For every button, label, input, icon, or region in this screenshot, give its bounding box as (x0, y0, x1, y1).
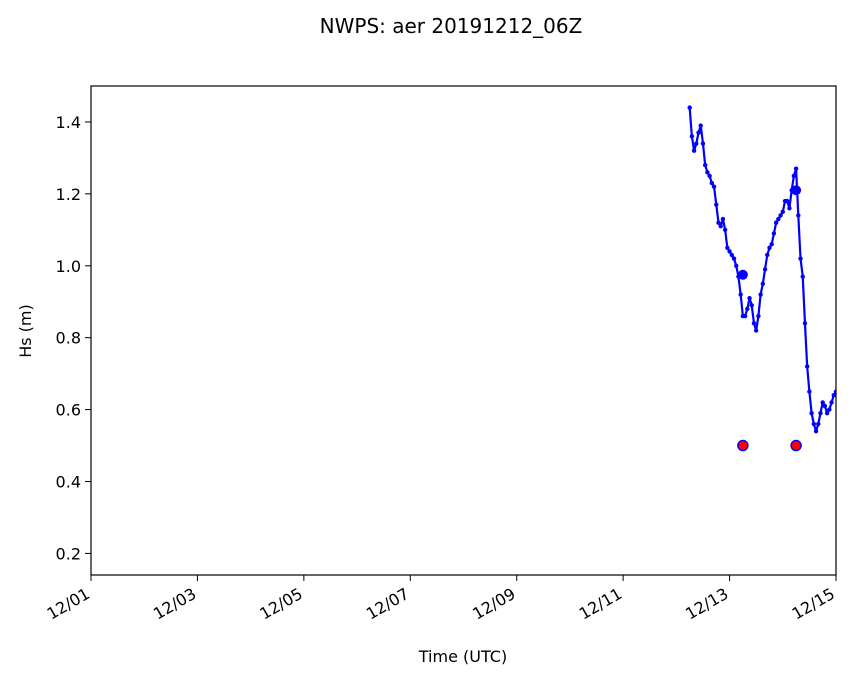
plot-frame (90, 85, 837, 576)
data-point (804, 364, 810, 369)
series-line (688, 107, 836, 433)
x-tick-label: 12/03 (150, 584, 199, 624)
data-point (753, 328, 759, 333)
data-point (822, 403, 828, 409)
data-point (802, 321, 808, 326)
data-point (711, 184, 717, 189)
data-point (720, 216, 726, 222)
data-point (689, 134, 695, 139)
x-tick-label: 12/07 (363, 584, 412, 624)
highlight-point (791, 185, 802, 196)
data-point (813, 428, 819, 434)
data-point (698, 123, 703, 128)
chart-title: NWPS: aer 20191212_06Z (320, 14, 583, 38)
data-point (694, 141, 699, 146)
data-point (796, 213, 801, 218)
x-tick-label: 12/01 (44, 584, 93, 624)
data-point (811, 421, 817, 427)
data-point (709, 180, 715, 186)
data-point (780, 209, 785, 215)
data-point (816, 421, 821, 427)
data-point (731, 256, 737, 261)
data-point (778, 213, 783, 218)
data-point (818, 410, 823, 416)
data-point (718, 224, 723, 229)
data-point (820, 400, 825, 405)
data-point (729, 252, 734, 258)
data-point (831, 393, 836, 398)
data-point (798, 256, 803, 261)
y-tick-label: 0.4 (56, 473, 81, 492)
data-point (769, 242, 774, 247)
data-point (696, 130, 701, 135)
series-layer (687, 105, 836, 452)
y-tick-label: 1.0 (56, 257, 81, 276)
data-point (793, 166, 799, 171)
x-tick-label: 12/13 (682, 584, 731, 624)
x-axis-label: Time (UTC) (418, 647, 507, 666)
data-point (687, 105, 692, 110)
scatter-point (737, 439, 749, 452)
data-point (727, 249, 732, 254)
data-point (714, 202, 719, 207)
data-point (765, 252, 770, 258)
data-point (776, 216, 781, 222)
data-point (747, 295, 752, 301)
data-point (751, 321, 757, 326)
data-point (742, 313, 748, 319)
data-point (707, 173, 712, 179)
x-tick-label: 12/05 (256, 584, 305, 624)
data-point (800, 274, 805, 279)
y-axis-label: Hs (m) (16, 304, 35, 358)
data-point (773, 220, 779, 225)
data-point (716, 220, 721, 225)
x-axis: 12/01 12/03 12/05 12/07 12/09 12/11 12/13 12/15 (44, 575, 838, 624)
data-point (734, 263, 739, 268)
data-point (745, 306, 750, 312)
data-point (738, 292, 743, 297)
data-point (760, 281, 766, 286)
x-tick-label: 12/09 (469, 584, 518, 624)
x-tick-label: 12/15 (789, 584, 838, 624)
data-point (767, 245, 772, 251)
highlight-point (737, 269, 748, 280)
data-point (829, 400, 834, 405)
data-point (824, 410, 830, 416)
data-point (725, 245, 730, 251)
y-tick-label: 1.4 (56, 113, 81, 132)
x-tick-label: 12/11 (576, 584, 625, 624)
data-point (787, 206, 792, 211)
data-point (700, 141, 706, 146)
y-tick-label: 1.2 (56, 185, 81, 204)
data-point (827, 407, 832, 412)
data-point (756, 313, 761, 319)
data-point (785, 198, 790, 204)
data-point (771, 231, 777, 236)
plot-area (90, 85, 837, 576)
data-point (722, 227, 728, 233)
data-point (809, 410, 814, 416)
y-tick-label: 0.6 (56, 401, 81, 420)
data-point (749, 303, 754, 308)
data-point (705, 170, 710, 175)
data-point (758, 292, 763, 297)
scatter-point (790, 439, 802, 452)
y-tick-label: 0.8 (56, 329, 81, 348)
data-point (791, 173, 797, 179)
data-point (702, 162, 708, 168)
data-point (762, 267, 768, 272)
y-axis: 0.2 0.4 0.6 0.8 1.0 1.2 1.4 (56, 113, 91, 563)
data-point (807, 389, 812, 394)
data-point (691, 148, 697, 153)
y-tick-label: 0.2 (56, 544, 81, 563)
